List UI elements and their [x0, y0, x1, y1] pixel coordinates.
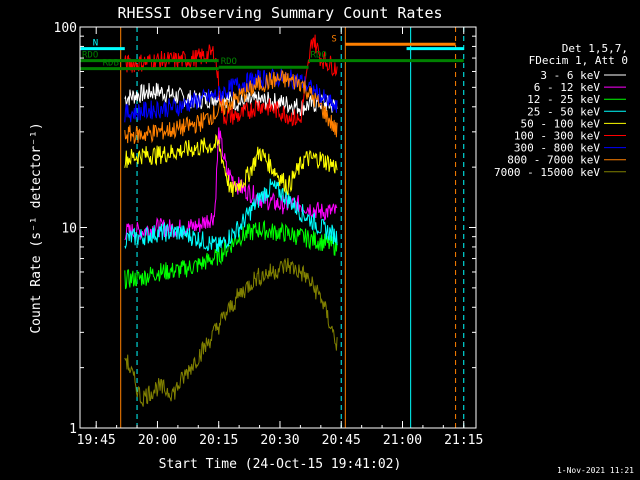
x-tick-label-21-15: 21:15	[444, 433, 483, 448]
y-tick-label-10: 10	[61, 222, 77, 237]
y-tick-label-100: 100	[54, 21, 77, 36]
legend-header-line-2: FDecim 1, Att 0	[529, 54, 628, 67]
flag-label-n: N	[93, 39, 98, 49]
x-tick-label-20-30: 20:30	[260, 433, 299, 448]
plot-area: N S RDO RDO RDO RDB	[79, 27, 465, 428]
flag-label-s: S	[331, 34, 336, 44]
series-line-50-100-kev	[124, 133, 338, 198]
x-tick-label-19-45: 19:45	[77, 433, 116, 448]
y-tick-label-1: 1	[69, 422, 77, 437]
legend-label-7000-15000-kev: 7000 - 15000 keV	[494, 166, 600, 179]
footer-timestamp: 1-Nov-2021 11:21	[557, 466, 634, 475]
legend-label-800-7000-kev: 800 - 7000 keV	[507, 154, 600, 167]
flag-label-rdb: RDB	[103, 59, 119, 69]
legend-label-50-100-kev: 50 - 100 keV	[521, 117, 601, 130]
legend-label-300-800-kev: 300 - 800 keV	[514, 142, 600, 155]
x-tick-label-21-00: 21:00	[383, 433, 422, 448]
x-axis: 19:45 20:00 20:15 20:30 20:45 21:00 21:15	[77, 27, 483, 448]
x-tick-label-20-15: 20:15	[199, 433, 238, 448]
y-axis: 1 10 100	[54, 21, 476, 437]
series-line-300-800-kev	[124, 67, 338, 123]
legend-header-line-1: Det 1,5,7,	[562, 42, 628, 55]
y-axis-label: Count Rate (s⁻¹ detector⁻¹)	[29, 122, 44, 333]
legend-label-12-25-kev: 12 - 25 keV	[527, 93, 600, 106]
legend-label-3-6-kev: 3 - 6 keV	[540, 69, 600, 82]
legend-label-100-300-kev: 100 - 300 keV	[514, 130, 600, 143]
flag-label-rdo: RDO	[221, 57, 237, 67]
x-tick-label-20-45: 20:45	[322, 433, 361, 448]
chart-title: RHESSI Observing Summary Count Rates	[117, 4, 442, 22]
legend-label-6-12-kev: 6 - 12 keV	[534, 81, 601, 94]
series-line-7000-15000-kev	[124, 257, 338, 407]
legend-label-25-50-kev: 25 - 50 keV	[527, 105, 600, 118]
series-line-12-25-kev	[124, 219, 338, 290]
series-line-25-50-kev	[124, 178, 338, 253]
flag-label-rdo: RDO	[82, 51, 98, 61]
x-tick-label-20-00: 20:00	[138, 433, 177, 448]
series-line-800-7000-kev	[124, 69, 338, 144]
x-axis-label: Start Time (24-Oct-15 19:41:02)	[159, 457, 402, 472]
series-line-6-12-kev	[124, 127, 338, 241]
flag-label-rdo: RDO	[311, 51, 327, 61]
